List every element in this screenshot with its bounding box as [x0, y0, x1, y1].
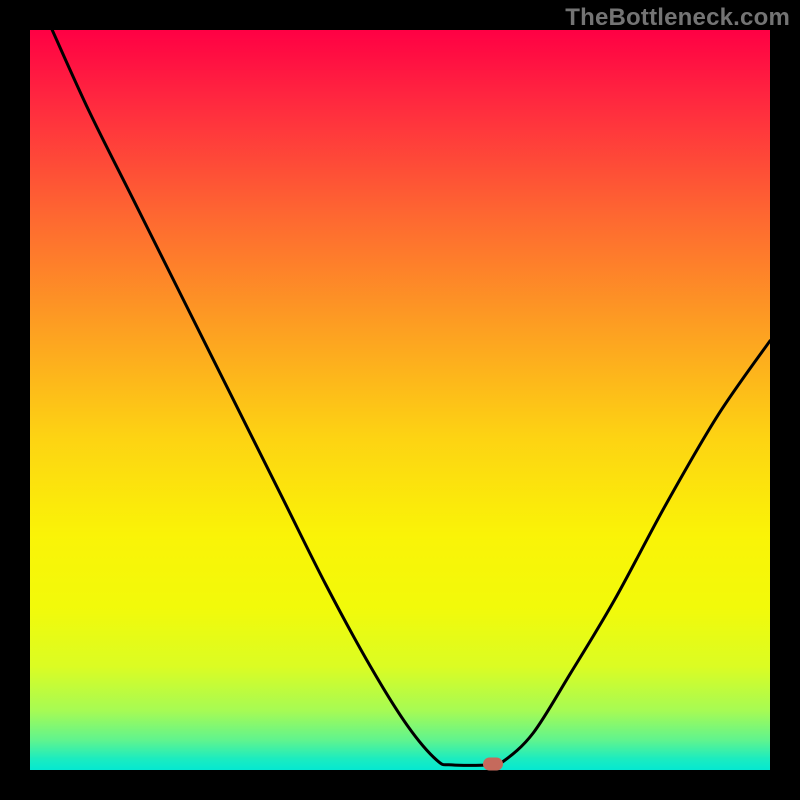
watermark-text: TheBottleneck.com — [565, 4, 790, 32]
bottleneck-chart: TheBottleneck.com — [0, 0, 800, 800]
optimal-point-marker — [483, 758, 503, 771]
chart-gradient-area — [30, 30, 770, 770]
chart-background — [0, 0, 800, 800]
